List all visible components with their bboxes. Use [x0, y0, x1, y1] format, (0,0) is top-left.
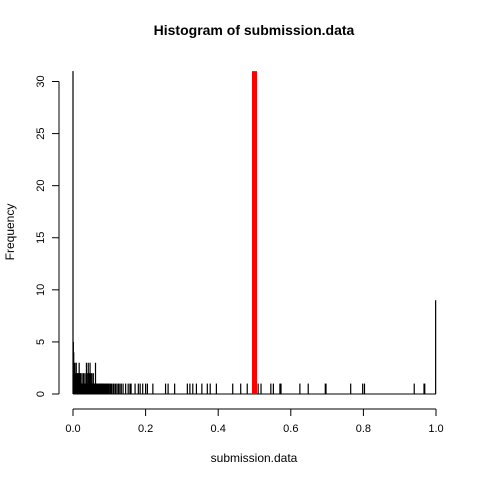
histogram-bar [246, 383, 248, 394]
histogram-bar [325, 383, 327, 394]
histogram-bar [100, 383, 102, 394]
histogram-bar [240, 383, 242, 394]
histogram-bar [152, 383, 154, 394]
histogram-bar [137, 383, 139, 394]
histogram-bar [130, 383, 132, 394]
y-tick-label: 5 [35, 339, 47, 345]
histogram-bar [324, 383, 326, 394]
histogram-bar [279, 383, 281, 394]
x-tick-label: 0.0 [65, 423, 80, 435]
histogram-bar [89, 362, 91, 394]
histogram-bar [114, 383, 117, 394]
histogram-bar [84, 383, 86, 394]
histogram-bar [164, 383, 167, 394]
histogram-bar [424, 383, 426, 394]
histogram-bar [105, 383, 107, 394]
histogram-bar [139, 383, 141, 394]
histogram-bar [413, 383, 415, 394]
histogram-bar [142, 383, 144, 394]
y-tick-label: 0 [35, 391, 47, 397]
histogram-bar [104, 383, 106, 394]
histogram-bar [350, 383, 352, 394]
histogram-bar [260, 383, 262, 394]
histogram-bar [98, 383, 100, 394]
histogram-bar [186, 383, 188, 394]
histogram-bar [95, 383, 97, 394]
histogram-bar [94, 362, 97, 394]
histogram-bar [102, 383, 105, 394]
histogram-bar [307, 383, 309, 394]
histogram-bar [129, 383, 131, 394]
x-tick-label: 1.0 [428, 423, 443, 435]
histogram-bar [215, 383, 217, 394]
histogram-bar [81, 383, 84, 394]
x-tick-label: 0.2 [138, 423, 153, 435]
y-axis: 0 5 10 15 20 25 30 [35, 75, 60, 397]
histogram-bar [103, 383, 105, 394]
histogram-bar [107, 383, 109, 394]
histogram-bar [119, 383, 121, 394]
histogram-bar [189, 383, 191, 394]
histogram-bar [110, 383, 113, 394]
histogram-bar [113, 383, 115, 394]
histogram-bar [280, 383, 282, 394]
histogram-bar [122, 383, 124, 394]
histogram-bar [117, 383, 119, 394]
histogram-bar [232, 383, 234, 394]
histogram-bar [72, 71, 74, 394]
histogram-bar [107, 383, 110, 394]
chart-title: Histogram of submission.data [154, 22, 355, 38]
histogram-bar [270, 383, 272, 394]
histogram-bar [209, 383, 211, 394]
histogram-bar [93, 383, 95, 394]
histogram-bar [105, 383, 107, 394]
y-tick-label: 25 [35, 127, 47, 139]
histogram-bar [272, 383, 274, 394]
histogram-bar [206, 383, 208, 394]
y-tick-label: 10 [35, 284, 47, 296]
histogram-bar [257, 383, 259, 394]
histogram-bar [86, 383, 89, 394]
histogram-bar [106, 383, 108, 394]
histogram-bar [363, 383, 366, 394]
histogram-bar [87, 362, 89, 394]
y-tick-label: 20 [35, 180, 47, 192]
histogram-bar [101, 383, 103, 394]
x-tick-label: 0.4 [211, 423, 226, 435]
histogram-bar [97, 383, 99, 394]
histogram-bar [299, 383, 301, 394]
histogram-bar [78, 362, 80, 394]
histogram-bar [146, 383, 149, 394]
histogram-bar [109, 383, 111, 394]
histogram-bar [423, 383, 425, 394]
histogram-bar [125, 383, 127, 394]
histogram-bar [80, 383, 82, 394]
histogram-bar [83, 383, 85, 394]
histogram-bar [362, 383, 364, 394]
y-axis-label: Frequency [3, 204, 17, 261]
x-tick-label: 0.8 [356, 423, 371, 435]
histogram-bar [201, 383, 203, 394]
x-axis: 0.0 0.2 0.4 0.6 0.8 1.0 [65, 408, 444, 435]
histogram-bar [75, 362, 77, 394]
histogram-bar [167, 383, 169, 394]
histogram-bar [120, 383, 122, 394]
histogram-bar [108, 383, 110, 394]
histogram-bar [116, 383, 118, 394]
histogram-bar [174, 383, 176, 394]
histogram-bar [145, 383, 147, 394]
histogram-bar [85, 362, 88, 394]
histogram-bar [112, 383, 114, 394]
y-tick-label: 30 [35, 75, 47, 87]
histogram-bar [99, 383, 101, 394]
histogram-bar [127, 383, 129, 394]
histogram-bar [195, 383, 198, 394]
histogram-bar [134, 383, 136, 394]
y-tick-label: 15 [35, 232, 47, 244]
histogram-bar [192, 383, 194, 394]
histogram-bar [435, 300, 437, 394]
x-axis-label: submission.data [211, 451, 298, 465]
x-tick-label: 0.6 [283, 423, 298, 435]
